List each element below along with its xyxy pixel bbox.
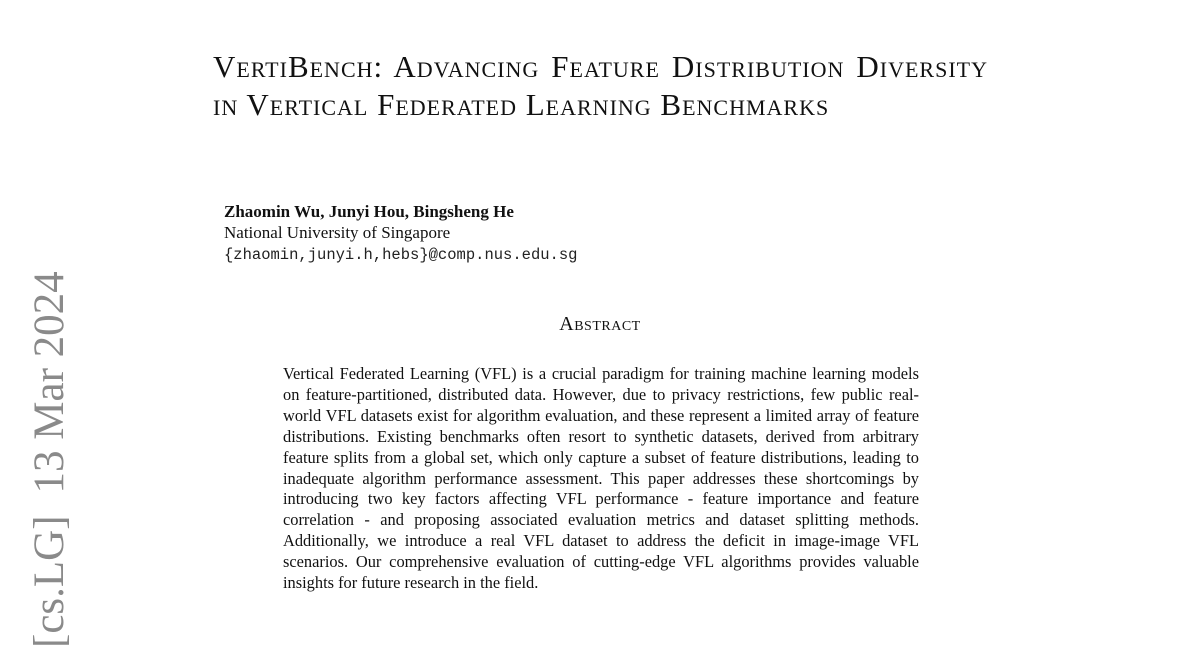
author-affiliation: National University of Singapore	[224, 223, 451, 242]
abstract-text: Vertical Federated Learning (VFL) is a c…	[283, 364, 919, 593]
author-email: {zhaomin,junyi.h,hebs}@comp.nus.edu.sg	[224, 246, 578, 264]
paper-title: VertiBench: Advancing Feature Distributi…	[213, 49, 988, 122]
arxiv-date: 13 Mar 2024	[26, 271, 73, 494]
author-list: Zhaomin Wu, Junyi Hou, Bingsheng He	[224, 202, 514, 221]
arxiv-category: [cs.LG]	[26, 515, 73, 648]
abstract-heading: Abstract	[559, 313, 641, 335]
